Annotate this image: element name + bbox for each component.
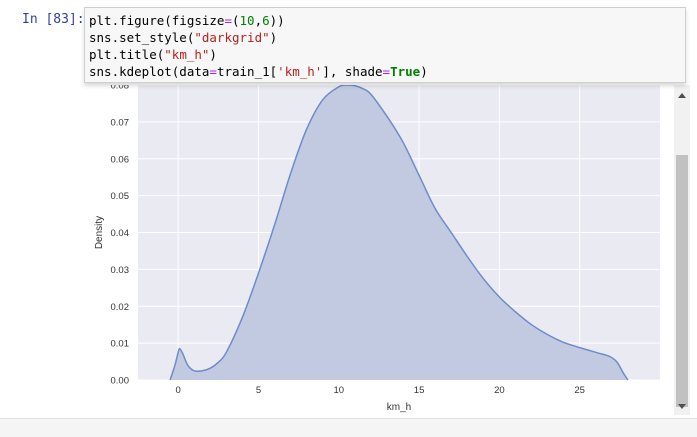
code-line-2: sns.set_style("darkgrid") bbox=[89, 30, 278, 45]
kde-chart: 0 5 10 15 20 25 0.00 0.01 0.02 0.03 0.04 0.05 0.06 0.… bbox=[94, 85, 660, 413]
x-tick-label: 5 bbox=[256, 385, 261, 396]
cell-prompt: In [83]: bbox=[22, 12, 85, 27]
output-scrollbar[interactable] bbox=[674, 85, 690, 415]
scroll-down-arrow-icon[interactable] bbox=[678, 404, 686, 409]
code-cell-input[interactable]: plt.figure(figsize=(10,6)) sns.set_style… bbox=[84, 7, 686, 83]
x-axis-label: km_h bbox=[387, 402, 411, 413]
cell-output: 0 5 10 15 20 25 0.00 0.01 0.02 0.03 0.04 0.05 0.06 0.… bbox=[84, 85, 674, 415]
y-tick-label: 0.05 bbox=[111, 191, 130, 202]
y-tick-label: 0.07 bbox=[111, 117, 130, 128]
x-tick-label: 25 bbox=[574, 385, 585, 396]
kde-line bbox=[169, 85, 629, 381]
code-line-1: plt.figure(figsize=(10,6)) bbox=[89, 13, 285, 28]
y-tick-label: 0.06 bbox=[111, 154, 130, 165]
notebook-bottom-bar bbox=[0, 418, 697, 437]
y-tick-label: 0.01 bbox=[111, 339, 130, 350]
y-tick-label: 0.04 bbox=[111, 228, 130, 239]
x-tick-label: 15 bbox=[414, 385, 425, 396]
y-tick-label: 0.02 bbox=[111, 302, 130, 313]
y-tick-label: 0.03 bbox=[111, 265, 130, 276]
code-editor[interactable]: plt.figure(figsize=(10,6)) sns.set_style… bbox=[89, 12, 428, 80]
x-tick-label: 20 bbox=[494, 385, 505, 396]
y-tick-label: 0.00 bbox=[111, 376, 130, 387]
y-tick-label: 0.08 bbox=[111, 85, 130, 92]
y-axis-label: Density bbox=[94, 216, 105, 249]
kde-fill-area bbox=[170, 85, 628, 380]
scroll-up-arrow-icon[interactable] bbox=[678, 93, 686, 98]
scrollbar-thumb[interactable] bbox=[676, 155, 688, 407]
x-tick-label: 10 bbox=[333, 385, 344, 396]
code-line-4: sns.kdeplot(data=train_1['km_h'], shade=… bbox=[89, 64, 428, 79]
x-tick-label: 0 bbox=[176, 385, 181, 396]
code-line-3: plt.title("km_h") bbox=[89, 47, 217, 62]
